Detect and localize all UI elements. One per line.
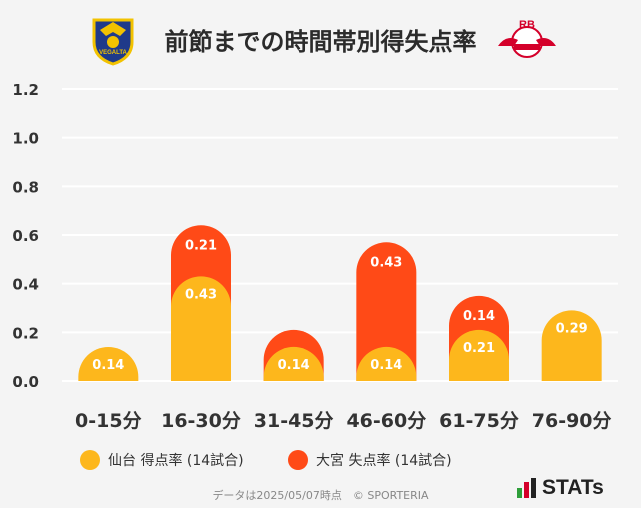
y-tick-label: 1.2: [12, 81, 39, 99]
home-logo-text: VEGALTA: [99, 50, 127, 56]
data-label-home: 0.14: [92, 358, 124, 373]
grid-layer: [62, 88, 618, 382]
data-label-home: 0.29: [556, 321, 588, 336]
data-label-home: 0.14: [370, 358, 402, 373]
x-tick-label: 76-90分: [532, 410, 612, 432]
y-tick-label: 0.4: [12, 276, 39, 294]
bar-home: [449, 329, 509, 381]
data-label-home: 0.43: [185, 287, 217, 302]
data-label-away: 0.21: [185, 238, 217, 253]
legend-away-label: 大宮 失点率 (14試合): [316, 453, 452, 469]
bar-home: [78, 346, 139, 381]
rb-omiya-logo: RB: [498, 19, 556, 58]
bar-home: [171, 276, 232, 381]
y-tick-label: 0.6: [12, 227, 39, 245]
bar-home: [541, 310, 602, 381]
legend-away-swatch: [288, 450, 308, 470]
x-tick-label: 31-45分: [254, 410, 334, 432]
stats-logo: STATs: [516, 476, 604, 500]
bar-home: [263, 346, 324, 381]
chart-title: 前節までの時間帯別得失点率: [164, 28, 477, 56]
vegalta-logo: VEGALTA: [92, 18, 134, 66]
legend-away: 大宮 失点率 (14試合): [288, 450, 452, 470]
labels-layer: 0.0 0.2 0.4 0.6 0.8 1.0 1.2 0.14 0-15分 0.43 0.21 16…: [12, 81, 611, 432]
y-tick-label: 0.2: [12, 324, 39, 342]
legend-home-swatch: [80, 450, 100, 470]
bars-layer: [78, 225, 602, 381]
y-tick-label: 0.0: [12, 373, 39, 391]
bar-away: [356, 242, 417, 381]
x-tick-label: 46-60分: [346, 410, 426, 432]
data-label-away: 0.43: [370, 255, 402, 270]
x-tick-label: 0-15分: [75, 410, 142, 432]
footer-note: データは2025/05/07時点 © SPORTERIA: [212, 489, 429, 502]
data-label-home: 0.14: [278, 358, 310, 373]
x-tick-label: 61-75分: [439, 410, 519, 432]
legend-home: 仙台 得点率 (14試合): [80, 450, 244, 470]
y-tick-label: 1.0: [12, 130, 39, 148]
bar-home: [356, 346, 417, 381]
data-label-home: 0.21: [463, 341, 495, 356]
away-logo-text: RB: [519, 19, 535, 31]
data-label-away: 0.14: [463, 309, 495, 324]
stats-bars-icon: [517, 478, 536, 498]
stats-brand: STATs: [542, 476, 604, 499]
y-tick-label: 0.8: [12, 178, 39, 196]
legend-home-label: 仙台 得点率 (14試合): [108, 453, 244, 469]
x-tick-label: 16-30分: [161, 410, 241, 432]
